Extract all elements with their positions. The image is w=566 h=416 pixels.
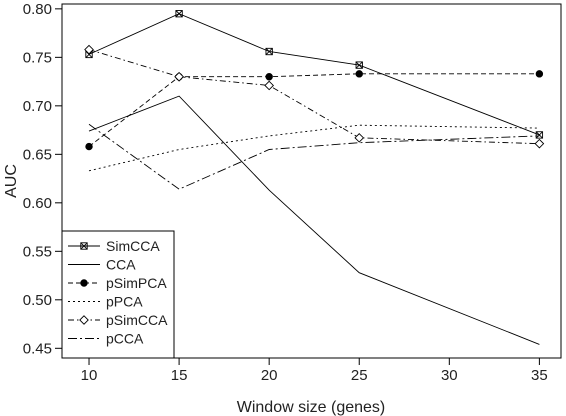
- x-tick-label-25: 25: [351, 367, 368, 384]
- legend-box: [61, 230, 175, 359]
- x-tick-label-30: 30: [441, 367, 458, 384]
- y-tick-label-0-70: 0.70: [23, 98, 52, 115]
- y-tick-label-0-45: 0.45: [23, 340, 52, 357]
- legend-label-pcca: pCCA: [106, 331, 144, 347]
- series-line-psimcca: [88, 49, 540, 145]
- y-tick-label-0-65: 0.65: [23, 146, 52, 163]
- point-psimpca-35: [535, 70, 544, 78]
- legend-label-ppca: pPCA: [106, 294, 143, 310]
- point-simcca-35: [535, 131, 544, 139]
- y-axis-title: AUC: [3, 164, 20, 198]
- plot-frame: [61, 3, 562, 359]
- series-psimpca: [85, 70, 544, 151]
- x-tick-label-20: 20: [261, 367, 278, 384]
- y-tick-label-0-75: 0.75: [23, 49, 52, 66]
- point-psimcca-35: [534, 138, 545, 149]
- legend-label-cca: CCA: [106, 257, 136, 273]
- series-ppca: [88, 124, 540, 172]
- series-line-simcca: [88, 13, 540, 136]
- x-tick-label-35: 35: [531, 367, 548, 384]
- x-tick-label-10: 10: [81, 367, 98, 384]
- series-pcca: [88, 123, 540, 190]
- y-axis: 0.45 0.50 0.55 0.60 0.65 0.70 0.75 0.80: [23, 1, 62, 357]
- legend: SimCCA CCA pSimPCA pPCA pSimCCA pCCA: [61, 230, 175, 359]
- point-psimpca-20: [265, 73, 273, 81]
- y-tick-label-0-55: 0.55: [23, 243, 52, 260]
- series-line-ppca: [88, 124, 540, 172]
- legend-label-psimcca: pSimCCA: [106, 312, 168, 328]
- series-layer: [84, 10, 545, 345]
- legend-marker-psimpca: [80, 279, 88, 287]
- point-simcca-25: [355, 61, 363, 69]
- series-simcca: [85, 10, 544, 139]
- legend-marker-simcca: [80, 242, 88, 250]
- legend-label-psimpca: pSimPCA: [106, 275, 167, 291]
- point-simcca-15: [175, 10, 183, 18]
- series-cca: [88, 95, 540, 345]
- point-psimpca-25: [355, 70, 363, 78]
- point-psimcca-25: [354, 133, 365, 143]
- series-line-cca: [88, 95, 540, 345]
- point-simcca-20: [265, 47, 273, 56]
- legend-marker-psimcca: [79, 315, 89, 325]
- series-line-psimpca: [88, 73, 540, 147]
- point-psimcca-10: [84, 44, 94, 55]
- series-psimcca: [84, 44, 545, 149]
- y-tick-label-0-80: 0.80: [23, 1, 52, 18]
- series-line-pcca: [88, 123, 540, 190]
- x-axis: 10 15 20 25 30 35: [81, 358, 548, 384]
- x-tick-label-15: 15: [171, 367, 188, 384]
- y-tick-label-0-50: 0.50: [23, 292, 52, 309]
- point-psimcca-15: [174, 71, 184, 82]
- legend-label-simcca: SimCCA: [106, 238, 160, 254]
- point-psimpca-10: [85, 142, 93, 151]
- x-axis-title: Window size (genes): [237, 399, 386, 416]
- point-psimcca-20: [264, 80, 275, 91]
- y-tick-label-0-60: 0.60: [23, 195, 52, 212]
